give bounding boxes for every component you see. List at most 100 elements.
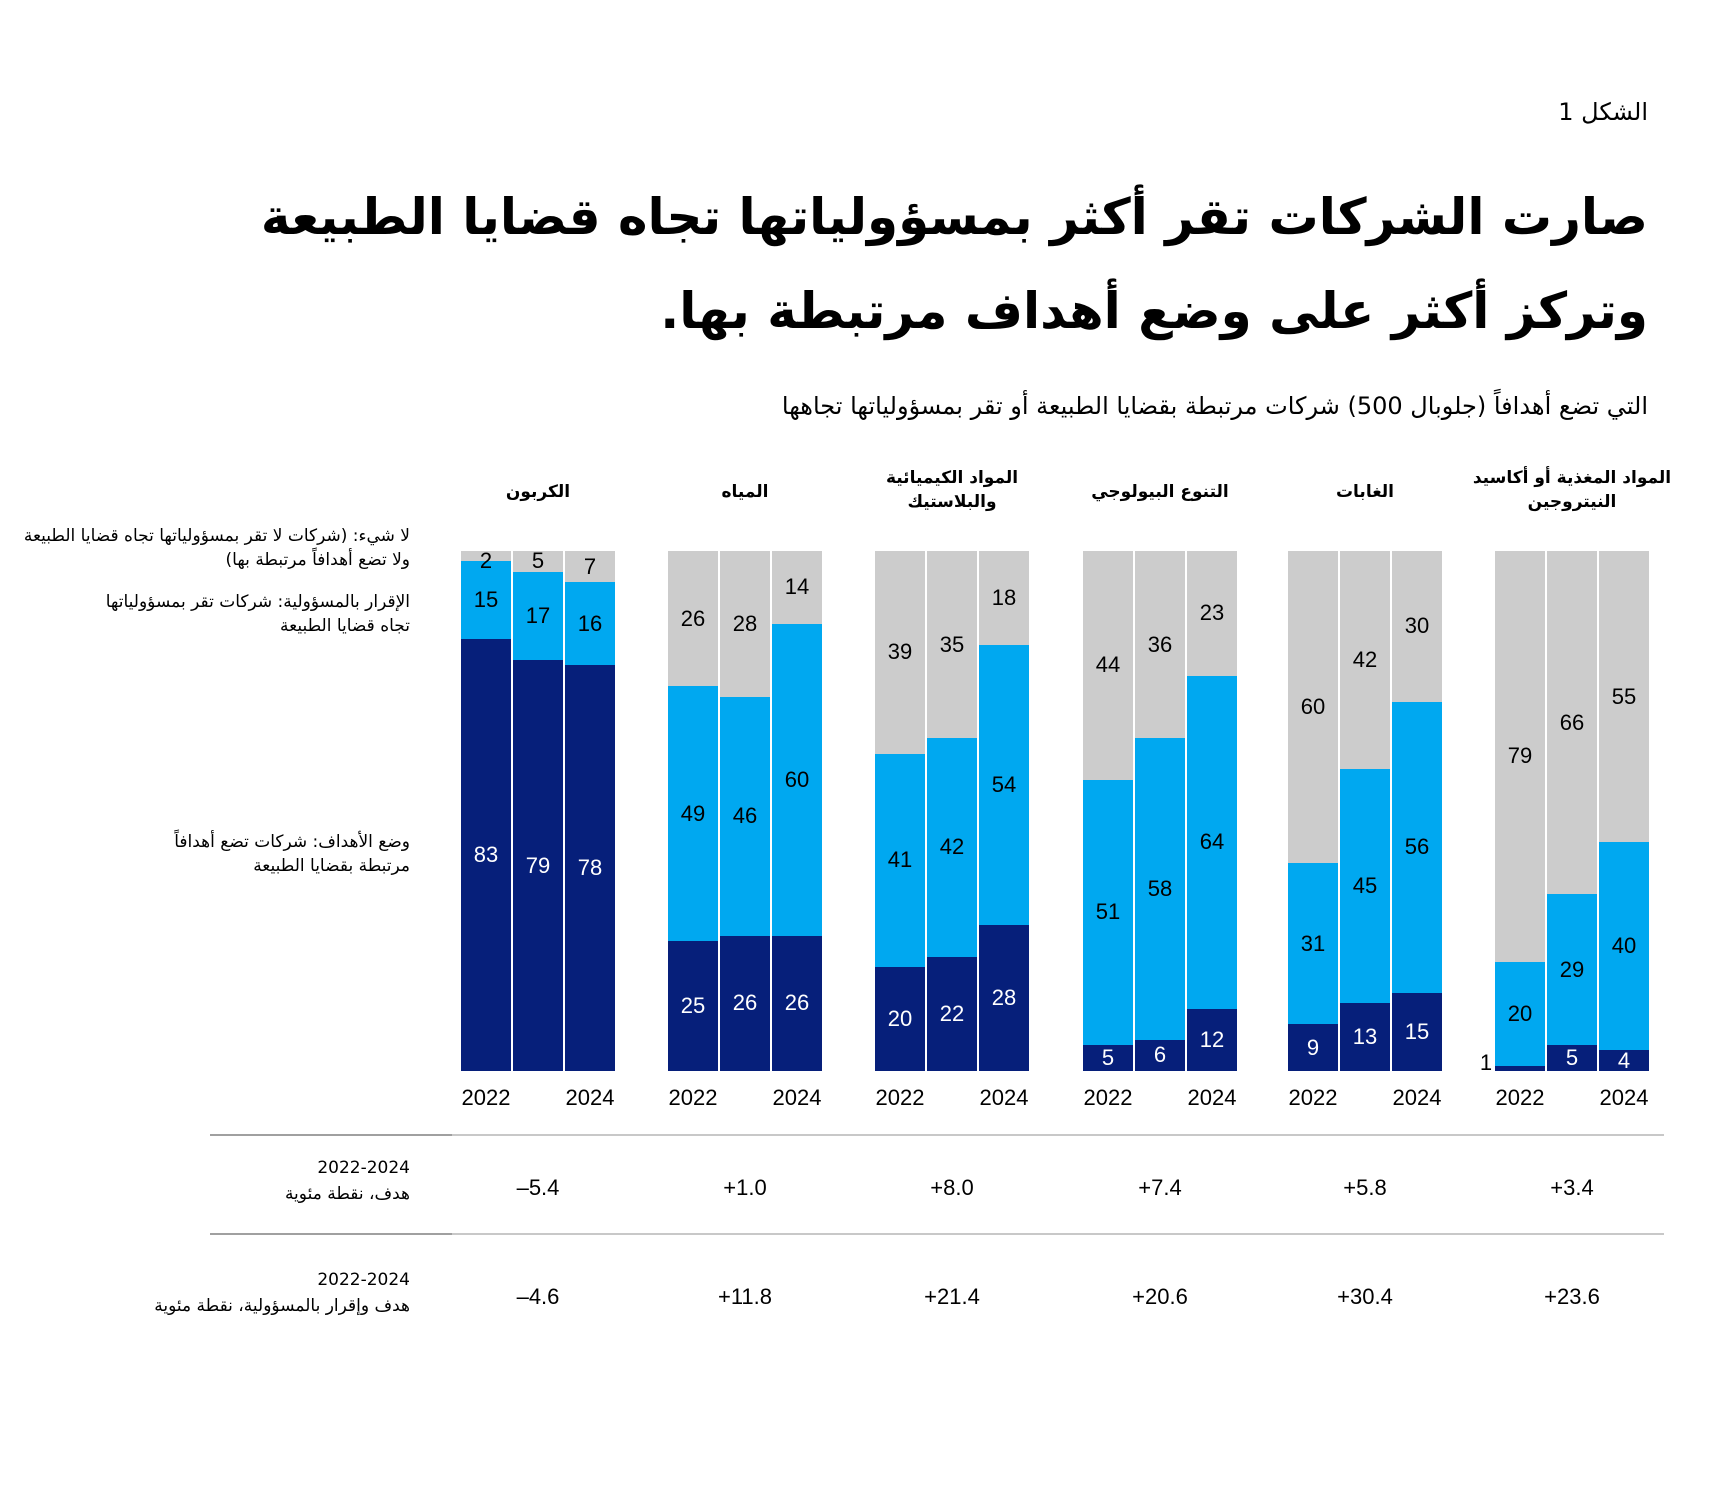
- year-label: 2024: [979, 1085, 1029, 1110]
- year-label: 2024: [1187, 1085, 1237, 1110]
- data-label: 60: [1300, 694, 1326, 719]
- data-label: 5: [1565, 1045, 1579, 1070]
- bar-segment-none: [565, 551, 615, 583]
- year-label: 2022: [1288, 1085, 1338, 1110]
- data-label: 22: [939, 1000, 965, 1026]
- data-label: 54: [991, 772, 1017, 797]
- bar-segment-acknowledgement: [1135, 738, 1185, 1040]
- bar-segment-none: [1187, 551, 1237, 676]
- category-label: التنوع البيولوجي: [1091, 482, 1229, 502]
- data-label: 23: [1199, 600, 1225, 626]
- data-label: 83: [473, 842, 499, 868]
- target-change-value: +5.8: [1343, 1175, 1387, 1200]
- bar-segment-acknowledgement: [1547, 894, 1597, 1045]
- bar-segment-none: [1288, 551, 1338, 863]
- year-label: 2022: [461, 1085, 511, 1110]
- data-label: 5: [1101, 1045, 1115, 1070]
- bar-segment-none: [1083, 551, 1133, 780]
- data-label: 35: [939, 631, 965, 657]
- bar-segment-targets: [1599, 1050, 1649, 1071]
- data-label: 42: [1352, 647, 1378, 673]
- bar-segment-targets: [513, 660, 563, 1071]
- data-label: 13: [1352, 1024, 1378, 1050]
- data-label: 25: [680, 993, 706, 1018]
- bar-segment-targets: [772, 935, 822, 1071]
- data-label: 79: [525, 852, 551, 878]
- bar-segment-targets: [1547, 1045, 1597, 1071]
- bar-segment-none: [1547, 551, 1597, 895]
- target-change-value: +8.0: [930, 1175, 974, 1200]
- target-ack-change-value: +23.6: [1544, 1284, 1600, 1309]
- figure-label: الشكل 1: [1558, 98, 1648, 126]
- data-label: 5: [531, 548, 545, 573]
- bar-segment-acknowledgement: [1392, 701, 1442, 993]
- data-label: 14: [784, 574, 810, 600]
- bar-segment-none: [772, 551, 822, 624]
- data-label: 18: [991, 584, 1017, 610]
- bar-segment-acknowledgement: [927, 738, 977, 957]
- chart-subtitle: التي تضع أهدافاً (جلوبال 500) شركات مرتب…: [781, 392, 1648, 420]
- target-change-value: +3.4: [1550, 1175, 1594, 1200]
- year-label: 2022: [1083, 1085, 1133, 1110]
- target-change-value: +7.4: [1138, 1175, 1182, 1200]
- data-label: 45: [1352, 873, 1378, 899]
- target-ack-change-value: +30.4: [1337, 1284, 1393, 1309]
- data-label: 9: [1306, 1034, 1320, 1060]
- bar-segment-acknowledgement: [979, 644, 1029, 926]
- bar-segment-none: [1392, 551, 1442, 702]
- data-label: 29: [1559, 956, 1585, 982]
- category-label: الغابات: [1335, 482, 1395, 502]
- data-label: 12: [1199, 1026, 1225, 1052]
- bar-segment-acknowledgement: [1187, 675, 1237, 1009]
- data-label: 66: [1559, 709, 1585, 735]
- data-label: 40: [1611, 933, 1637, 959]
- bar-segment-none: [513, 551, 563, 572]
- title-line-2: وتركز أكثر على وضع أهداف مرتبطة بها.: [660, 282, 1648, 340]
- data-label: 41: [887, 847, 913, 873]
- data-label: 28: [732, 610, 758, 636]
- data-label: 78: [577, 855, 603, 881]
- bar-segment-none: [1599, 551, 1649, 843]
- data-label: 42: [939, 834, 965, 860]
- title-line-1: صارت الشركات تقر أكثر بمسؤولياتها تجاه ق…: [260, 188, 1648, 246]
- data-label: 15: [1404, 1019, 1430, 1044]
- bar-segment-acknowledgement: [668, 686, 718, 941]
- bar-segment-targets: [1288, 1024, 1338, 1071]
- bar-segment-none: [927, 551, 977, 739]
- bar-segment-acknowledgement: [1288, 863, 1338, 1025]
- bar-segment-none: [979, 551, 1029, 645]
- data-label: 4: [1617, 1047, 1631, 1073]
- target-change-value: –5.4: [516, 1175, 560, 1200]
- legend-targets: وضع الأهداف: شركات تضع أهدافاً مرتبطة بق…: [174, 832, 410, 876]
- data-label: 26: [680, 605, 706, 631]
- year-label: 2024: [565, 1085, 615, 1110]
- year-label: 2022: [1495, 1085, 1545, 1110]
- year-label: 2022: [875, 1085, 925, 1110]
- bar-segment-acknowledgement: [1599, 842, 1649, 1051]
- bar-segment-targets: [1392, 993, 1442, 1071]
- year-label: 2024: [1599, 1085, 1649, 1110]
- bar-segment-none: [875, 551, 925, 754]
- data-label: 15: [473, 587, 499, 613]
- legend-none: لا شيء: (شركات لا تقر بمسؤولياتها تجاه ق…: [23, 526, 410, 570]
- target-ack-change-value: +11.8: [717, 1284, 773, 1309]
- bar-segment-acknowledgement: [1083, 779, 1133, 1045]
- bar-segment-targets: [1135, 1039, 1185, 1071]
- data-label: 6: [1153, 1042, 1167, 1068]
- legend-acknowledgement: الإقرار بالمسؤولية: شركات تقر بمسؤولياته…: [105, 592, 410, 636]
- table-divider-1: [210, 1134, 1664, 1136]
- data-label: 39: [887, 639, 913, 665]
- bar-segment-acknowledgement: [1340, 769, 1390, 1004]
- bar-segment-none: [1495, 551, 1545, 962]
- bar-segment-none: [461, 551, 511, 562]
- category-label: المواد المغذية أو أكاسيد النيتروجين: [1472, 468, 1672, 512]
- data-label: 1: [1479, 1050, 1493, 1075]
- bar-segment-targets: [720, 935, 770, 1071]
- data-label: 64: [1199, 829, 1225, 855]
- data-label: 49: [680, 800, 706, 826]
- data-label: 79: [1507, 743, 1533, 769]
- data-label: 60: [784, 766, 810, 792]
- target-ack-change-value: +20.6: [1132, 1284, 1188, 1309]
- data-label: 20: [1507, 1000, 1533, 1026]
- category-label: المواد الكيميائية والبلاستيك: [885, 468, 1019, 512]
